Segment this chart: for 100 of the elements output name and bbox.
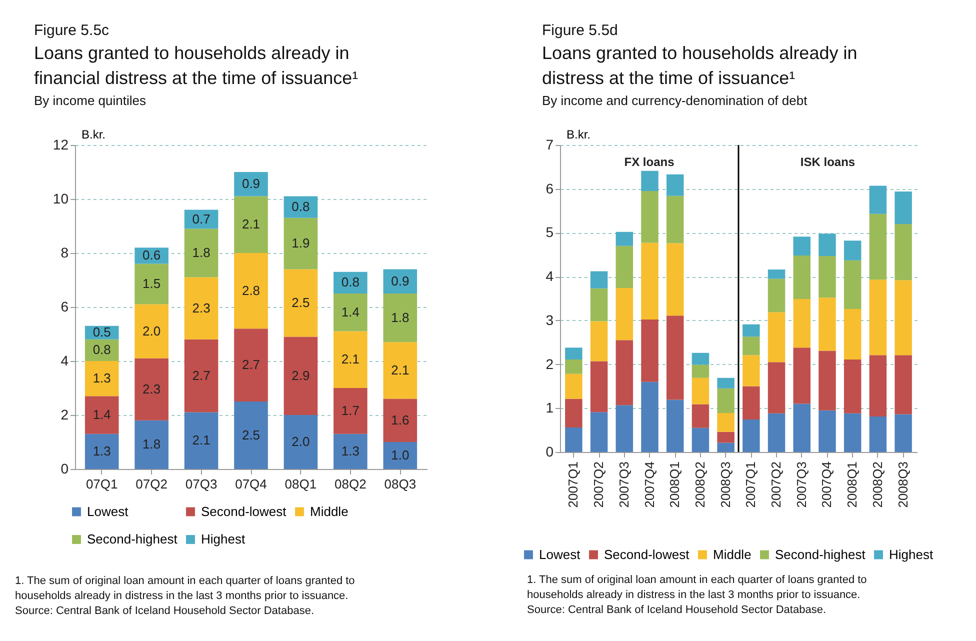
x-tick-label: 07Q4: [235, 476, 267, 492]
legend-label: Middle: [713, 546, 752, 562]
data-label: 1.8: [142, 436, 161, 452]
data-label: 1.3: [341, 443, 360, 458]
bar: [641, 382, 658, 452]
annotation: ISK loans: [800, 155, 856, 169]
bar: [818, 350, 836, 410]
bar: [234, 253, 268, 329]
data-label: 0.9: [391, 273, 410, 288]
data-label: 0.6: [142, 248, 161, 263]
bar: [869, 186, 887, 214]
bar: [184, 277, 218, 340]
bar: [742, 336, 760, 356]
legend-label: Middle: [310, 504, 348, 519]
bar: [844, 240, 862, 260]
bar: [334, 388, 368, 434]
bar: [383, 294, 418, 342]
data-label: 2.7: [242, 357, 260, 372]
data-label: 1.9: [292, 236, 310, 251]
bar: [565, 374, 582, 399]
data-label: 1.0: [391, 448, 410, 462]
bar: [768, 362, 786, 414]
bar: [616, 246, 634, 288]
legend-label: Second-highest: [775, 546, 866, 562]
bar: [894, 355, 912, 414]
bar: [383, 398, 418, 442]
bar: [869, 416, 887, 452]
bar: [84, 396, 119, 434]
bar: [134, 420, 168, 469]
x-tick-label: 07Q1: [86, 476, 118, 492]
data-label: 2.5: [242, 427, 260, 442]
x-tick-label: 08Q3: [384, 476, 416, 492]
data-label: 1.3: [92, 443, 111, 458]
bar: [84, 434, 119, 469]
bar: [184, 412, 218, 469]
bar: [184, 339, 218, 412]
bar: [590, 288, 608, 322]
x-tick-label: 2008Q1: [667, 462, 682, 508]
bar: [334, 331, 368, 388]
y-axis-title: B.kr.: [566, 128, 591, 142]
annotation: FX loans: [624, 155, 675, 169]
x-tick-label: 08Q2: [334, 476, 366, 492]
y-tick-label: 0: [546, 444, 554, 460]
bar: [869, 214, 887, 280]
x-tick-label: 2007Q1: [566, 462, 581, 508]
data-label: 2.3: [192, 300, 210, 316]
data-label: 1.8: [391, 310, 410, 325]
data-label: 0.9: [242, 176, 260, 192]
bar: [616, 340, 634, 406]
x-tick-label: 2008Q3: [718, 462, 733, 508]
y-axis-title: B.kr.: [82, 128, 106, 142]
data-label: 2.1: [242, 216, 260, 232]
bar: [894, 191, 912, 224]
data-label: 2.5: [292, 294, 310, 310]
bar: [284, 336, 318, 415]
data-label: 2.3: [142, 381, 161, 396]
bar: [234, 172, 268, 196]
x-tick-label: 2007Q3: [616, 462, 632, 508]
bar: [768, 278, 786, 312]
bar: [184, 228, 218, 278]
bar: [818, 256, 836, 298]
bar: [717, 442, 734, 452]
bar: [818, 410, 836, 452]
bar: [717, 388, 734, 413]
text: 1. The sum of original loan amount in each quarter of loans granted to households already in distress in the last 3 months prior to issuance.: [15, 575, 355, 602]
bar: [844, 413, 862, 452]
bar: [793, 256, 811, 299]
legend-label: Lowest: [87, 504, 129, 519]
x-tick-label: 2007Q4: [642, 462, 657, 508]
bar: [590, 361, 608, 412]
bar: [666, 196, 684, 244]
bar: [894, 224, 912, 280]
bar: [234, 402, 268, 469]
x-tick-label: 08Q1: [284, 476, 317, 492]
bar: [742, 386, 760, 420]
y-tick-label: 4: [60, 352, 69, 368]
x-tick-label: 2008Q2: [870, 462, 885, 508]
bar: [869, 280, 887, 356]
bar: [768, 312, 786, 362]
x-tick-label: 2007Q2: [591, 462, 606, 508]
bar: [818, 234, 836, 256]
data-label: 0.5: [92, 324, 111, 340]
y-tick-label: 2: [60, 406, 69, 422]
data-label: 1.6: [391, 412, 410, 428]
bar: [590, 271, 608, 288]
data-label: 2.1: [391, 362, 410, 378]
bar: [692, 404, 710, 428]
chart-subtitle: By income quintiles: [34, 93, 146, 108]
source-note: Source: Central Bank of Iceland Household Sector Database.: [15, 605, 314, 617]
bar: [768, 270, 786, 279]
legend-label: Second-highest: [87, 532, 178, 546]
bar: [565, 348, 582, 360]
source-note: Source: Central Bank of Iceland Household Sector Database.: [527, 604, 826, 616]
y-tick-label: 7: [546, 136, 554, 152]
bar: [768, 413, 786, 452]
y-tick-label: 10: [52, 190, 69, 206]
bar: [334, 434, 368, 469]
bar: [590, 412, 608, 452]
bar: [234, 328, 268, 402]
x-tick-label: 07Q3: [185, 476, 218, 492]
